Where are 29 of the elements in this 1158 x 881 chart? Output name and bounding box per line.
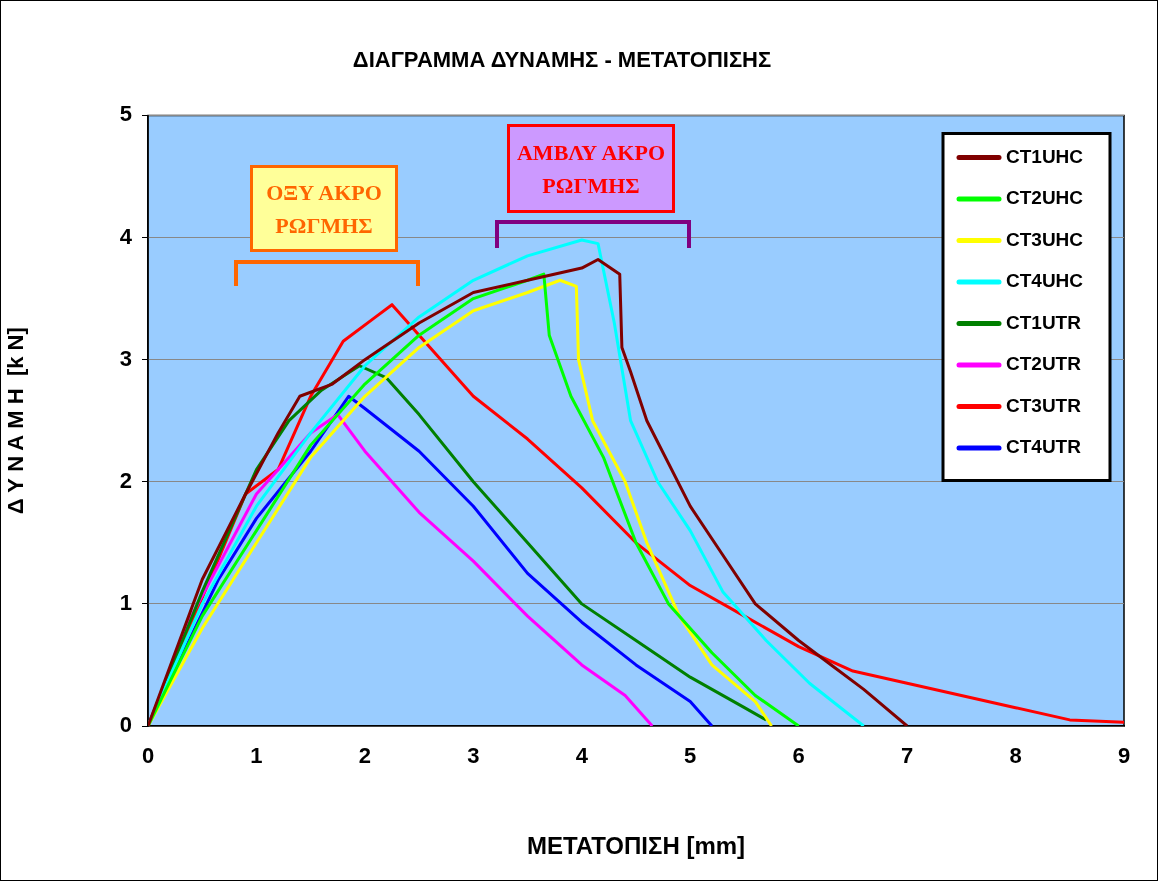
x-tick-label: 5 — [684, 743, 697, 769]
annotation: ΑΜΒΛΥ ΑΚΡΟ ΡΩΓΜΗΣ — [507, 124, 675, 213]
x-tick-label: 1 — [250, 743, 263, 769]
legend-label: CT3UTR — [1006, 394, 1082, 416]
annotation: ΟΞΥ ΑΚΡΟ ΡΩΓΜΗΣ — [250, 165, 398, 252]
legend-label: CT1UHC — [1006, 145, 1084, 167]
y-tick-label: 3 — [119, 345, 132, 371]
x-tick-label: 0 — [141, 743, 155, 769]
legend-label: CT4UHC — [1006, 270, 1084, 292]
y-tick-label: 1 — [119, 589, 132, 615]
x-tick-label: 8 — [1009, 743, 1022, 769]
legend-label: CT3UHC — [1006, 228, 1084, 250]
x-tick-label: 4 — [575, 743, 589, 769]
legend-label: CT2UTR — [1006, 353, 1082, 375]
x-tick-label: 6 — [792, 743, 805, 769]
x-tick-label: 3 — [467, 743, 480, 769]
legend-label: CT4UTR — [1006, 436, 1082, 458]
y-tick-label: 5 — [119, 101, 132, 127]
legend-label: CT1UTR — [1006, 311, 1082, 333]
x-tick-label: 9 — [1117, 743, 1131, 769]
y-axis-title: Δ Υ Ν Α Μ Η [k N] — [3, 327, 29, 515]
y-tick-label: 4 — [119, 223, 133, 249]
x-axis-title: ΜΕΤΑΤΟΠΙΣΗ [mm] — [526, 832, 746, 860]
x-tick-label: 2 — [358, 743, 372, 769]
y-tick-label: 2 — [119, 467, 132, 493]
y-tick-label: 0 — [119, 712, 132, 738]
chart-title: ΔΙΑΓΡΑΜΜΑ ΔΥΝΑΜΗΣ - ΜΕΤΑΤΟΠΙΣΗΣ — [352, 47, 772, 73]
x-tick-label: 7 — [900, 743, 914, 769]
legend-label: CT2UHC — [1006, 187, 1084, 209]
